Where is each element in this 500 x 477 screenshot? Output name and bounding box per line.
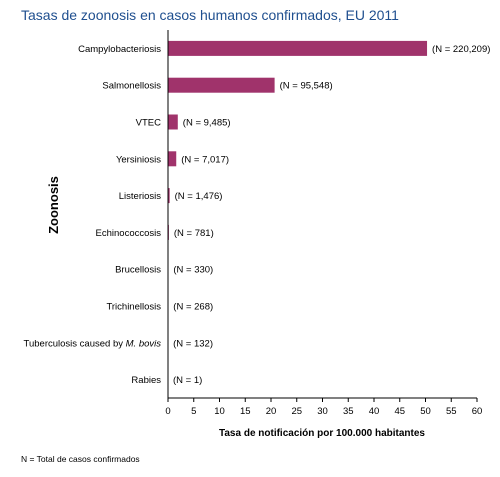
data-label: (N = 7,017) bbox=[181, 154, 229, 165]
y-axis-label: Zoonosis bbox=[46, 176, 61, 234]
x-tick-label: 60 bbox=[472, 406, 483, 417]
category-label: Listeriosis bbox=[119, 191, 161, 202]
x-tick-label: 25 bbox=[291, 406, 302, 417]
bar bbox=[168, 114, 178, 130]
x-tick-label: 0 bbox=[165, 406, 170, 417]
category-label: Salmonellosis bbox=[102, 81, 161, 92]
x-tick-label: 15 bbox=[240, 406, 251, 417]
data-label: (N = 9,485) bbox=[183, 118, 231, 129]
category-label: Brucellosis bbox=[115, 265, 161, 276]
bar bbox=[168, 77, 275, 93]
data-label: (N = 1) bbox=[173, 375, 202, 386]
x-tick-label: 35 bbox=[343, 406, 354, 417]
category-label: Tuberculosis caused by M. bovis bbox=[24, 338, 162, 349]
category-label: Echinococcosis bbox=[96, 228, 162, 239]
x-tick-label: 55 bbox=[446, 406, 457, 417]
bar bbox=[168, 188, 170, 204]
category-label: VTEC bbox=[136, 118, 161, 129]
chart-title: Tasas de zoonosis en casos humanos confi… bbox=[21, 7, 399, 23]
data-label: (N = 330) bbox=[173, 265, 213, 276]
x-tick-label: 20 bbox=[266, 406, 277, 417]
data-label: (N = 268) bbox=[173, 302, 213, 313]
category-label: Yersiniosis bbox=[116, 154, 161, 165]
bar bbox=[168, 151, 177, 167]
data-label: (N = 220,209) bbox=[432, 44, 490, 55]
data-label: (N = 1,476) bbox=[175, 191, 223, 202]
footnote: N = Total de casos confirmados bbox=[21, 454, 140, 464]
category-label: Rabies bbox=[131, 375, 161, 386]
x-tick-label: 30 bbox=[317, 406, 328, 417]
category-label: Campylobacteriosis bbox=[78, 44, 161, 55]
x-tick-label: 50 bbox=[420, 406, 431, 417]
x-tick-label: 5 bbox=[191, 406, 196, 417]
bar bbox=[168, 40, 428, 56]
x-tick-label: 40 bbox=[369, 406, 380, 417]
x-tick-label: 10 bbox=[214, 406, 225, 417]
category-label: Trichinellosis bbox=[106, 302, 161, 313]
data-label: (N = 95,548) bbox=[280, 81, 333, 92]
data-label: (N = 132) bbox=[173, 338, 213, 349]
data-label: (N = 781) bbox=[174, 228, 214, 239]
x-tick-label: 45 bbox=[394, 406, 405, 417]
x-axis-label: Tasa de notificación por 100.000 habitan… bbox=[219, 428, 425, 439]
